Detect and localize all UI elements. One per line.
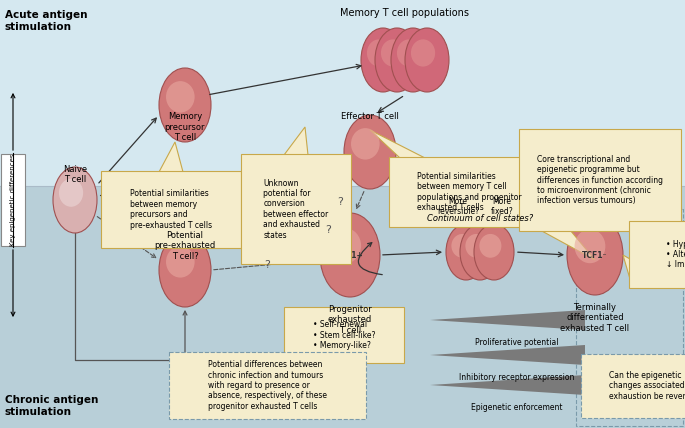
- Ellipse shape: [465, 234, 488, 258]
- Polygon shape: [430, 375, 585, 395]
- Ellipse shape: [351, 128, 379, 160]
- Polygon shape: [430, 345, 585, 365]
- Text: TCF1⁻: TCF1⁻: [582, 250, 608, 259]
- FancyBboxPatch shape: [169, 352, 366, 419]
- Ellipse shape: [344, 115, 396, 189]
- Ellipse shape: [159, 68, 211, 142]
- Text: Potential differences between
chronic infection and tumours
with regard to prese: Potential differences between chronic in…: [208, 360, 327, 411]
- Polygon shape: [623, 255, 630, 279]
- Text: Unknown
potential for
conversion
between effector
and exhausted
states: Unknown potential for conversion between…: [263, 178, 329, 240]
- Ellipse shape: [381, 39, 405, 67]
- Text: ?: ?: [337, 197, 343, 207]
- Text: TCF1+: TCF1+: [336, 250, 364, 259]
- Ellipse shape: [328, 228, 361, 264]
- FancyBboxPatch shape: [629, 221, 685, 288]
- Bar: [0, 0, 685, 186]
- Text: Naive
T cell: Naive T cell: [63, 165, 87, 184]
- Ellipse shape: [446, 224, 486, 280]
- Text: Chronic antigen
stimulation: Chronic antigen stimulation: [5, 395, 99, 416]
- Text: More
reversible?: More reversible?: [437, 196, 479, 216]
- Ellipse shape: [59, 179, 83, 207]
- Text: Acute antigen
stimulation: Acute antigen stimulation: [5, 10, 88, 32]
- Text: More
fixed?: More fixed?: [490, 196, 513, 216]
- Ellipse shape: [391, 28, 435, 92]
- Polygon shape: [284, 127, 308, 155]
- Text: Core transcriptional and
epigenetic programme but
differences in function accord: Core transcriptional and epigenetic prog…: [537, 155, 663, 205]
- Text: Memory
precursor
T cell: Memory precursor T cell: [165, 112, 206, 142]
- Ellipse shape: [451, 234, 473, 258]
- Polygon shape: [540, 230, 595, 260]
- Text: Effector T cell: Effector T cell: [341, 112, 399, 121]
- Text: Potential similarities
between memory
precursors and
pre-exhausted T cells: Potential similarities between memory pr…: [130, 190, 212, 229]
- Text: ?: ?: [264, 260, 270, 270]
- Ellipse shape: [320, 213, 380, 297]
- Text: Potential
pre-exhausted
T cell?: Potential pre-exhausted T cell?: [154, 231, 216, 261]
- Ellipse shape: [460, 224, 500, 280]
- Text: Epigenetic enforcement: Epigenetic enforcement: [471, 403, 563, 412]
- Polygon shape: [430, 310, 585, 330]
- Text: Proliferative potential: Proliferative potential: [475, 338, 559, 347]
- Ellipse shape: [474, 224, 514, 280]
- FancyBboxPatch shape: [581, 354, 685, 418]
- Bar: [0, 186, 685, 428]
- Text: • Hypofunctional
• Altered function
↓ Immunopathology: • Hypofunctional • Altered function ↓ Im…: [666, 240, 685, 269]
- Text: Can the epigenetic
changes associated with
exhaustion be reversed?: Can the epigenetic changes associated wi…: [609, 371, 685, 401]
- FancyBboxPatch shape: [284, 307, 404, 363]
- Ellipse shape: [53, 167, 97, 233]
- Polygon shape: [370, 130, 425, 158]
- Ellipse shape: [159, 233, 211, 307]
- Ellipse shape: [567, 215, 623, 295]
- FancyBboxPatch shape: [389, 157, 549, 227]
- Ellipse shape: [411, 39, 435, 67]
- Text: Memory T cell populations: Memory T cell populations: [340, 8, 469, 18]
- Ellipse shape: [575, 229, 606, 263]
- Polygon shape: [159, 142, 183, 172]
- Ellipse shape: [405, 28, 449, 92]
- Text: Key epigenetic differences: Key epigenetic differences: [10, 154, 16, 246]
- Ellipse shape: [361, 28, 405, 92]
- FancyBboxPatch shape: [519, 129, 681, 231]
- Ellipse shape: [367, 39, 391, 67]
- Text: Continuum of cell states?: Continuum of cell states?: [427, 214, 533, 223]
- Text: Terminally
differentiated
exhausted T cell: Terminally differentiated exhausted T ce…: [560, 303, 630, 333]
- Ellipse shape: [397, 39, 421, 67]
- Text: • Self-renewal
• Stem cell-like?
• Memory-like?: • Self-renewal • Stem cell-like? • Memor…: [313, 320, 375, 350]
- Ellipse shape: [479, 234, 501, 258]
- Text: Potential similarities
between memory T cell
populations and progenitor
exhauste: Potential similarities between memory T …: [416, 172, 521, 212]
- FancyBboxPatch shape: [241, 154, 351, 264]
- Ellipse shape: [375, 28, 419, 92]
- Text: ?: ?: [325, 225, 331, 235]
- FancyBboxPatch shape: [101, 171, 241, 248]
- Ellipse shape: [166, 246, 195, 278]
- Text: Progenitor
exhausted
T cell: Progenitor exhausted T cell: [328, 305, 372, 335]
- FancyBboxPatch shape: [1, 154, 25, 246]
- Ellipse shape: [166, 81, 195, 113]
- Text: Inhibitory receptor expression: Inhibitory receptor expression: [460, 373, 575, 382]
